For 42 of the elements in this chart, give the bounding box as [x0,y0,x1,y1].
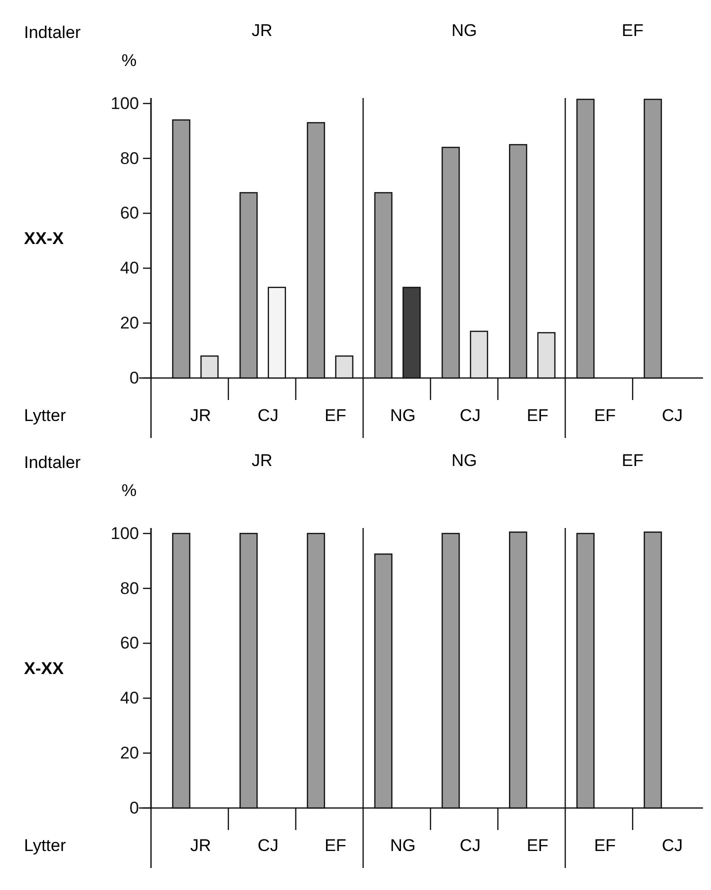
text: NG [451,21,477,40]
y-tick-label: 80 [120,148,139,168]
x-tick-label: CJ [662,836,683,855]
text: % [121,51,137,70]
x-tick-label: JR [190,836,212,855]
text: % [121,481,137,500]
y-tick-label: 40 [120,688,139,708]
x-tick-label: EF [526,406,548,425]
x-tick-label: EF [594,836,616,855]
text: JR [252,451,272,470]
x-tick-label: EF [324,836,346,855]
x-tick-label: CJ [460,406,481,425]
y-tick-label: 80 [120,578,139,598]
y-tick-label: 60 [120,204,139,223]
y-tick-label: 20 [120,314,139,333]
y-tick-label: 100 [110,524,139,543]
y-tick-label: 60 [120,634,139,653]
text: Lytter [24,836,66,855]
text: EF [622,451,644,470]
x-tick-label: CJ [460,836,481,855]
y-axis-title: XX-X [24,229,64,248]
y-tick-label: 100 [110,94,139,113]
text: NG [451,451,477,470]
y-axis-title: X-XX [24,659,64,678]
x-tick-label: NG [390,406,416,425]
y-tick-label: 0 [130,368,139,388]
x-tick-label: JR [190,406,212,425]
y-tick-label: 0 [130,798,139,818]
x-tick-label: CJ [662,406,683,425]
x-tick-label: EF [594,406,616,425]
text: Indtaler [24,453,82,472]
x-tick-label: CJ [258,836,278,855]
y-tick-label: 20 [120,744,139,763]
text: Indtaler [24,23,82,42]
text: EF [622,21,644,40]
x-tick-label: EF [526,836,548,855]
x-tick-label: NG [390,836,416,855]
text: JR [252,21,272,40]
x-tick-label: CJ [258,406,278,425]
text: Lytter [24,406,66,425]
x-tick-label: EF [324,406,346,425]
y-tick-label: 40 [120,258,139,278]
